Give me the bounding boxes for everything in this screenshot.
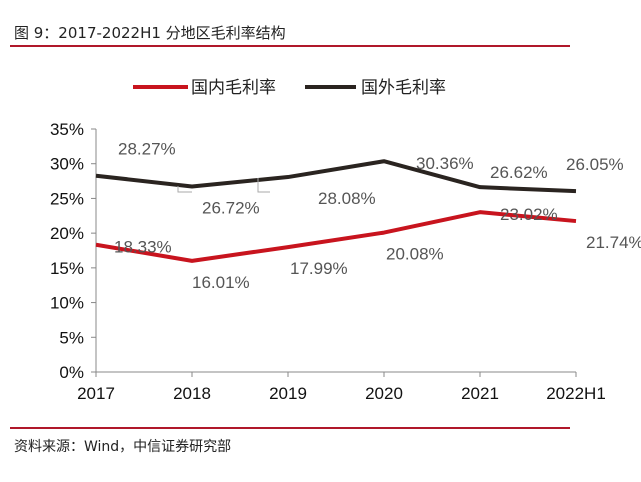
leader-line (177, 186, 192, 193)
data-label-overseas: 26.72% (202, 198, 260, 217)
label-leader-lines (177, 178, 270, 193)
y-tick-label: 25% (50, 189, 84, 208)
legend-label-overseas: 国外毛利率 (361, 78, 446, 97)
y-axis-ticks: 0% 5% 10% 15% 20% 25% 30% 35% (50, 120, 96, 382)
data-label-overseas: 28.27% (118, 140, 176, 159)
series-lines (95, 159, 577, 263)
data-label-domestic: 20.08% (386, 245, 444, 264)
y-tick-label: 10% (50, 294, 84, 313)
x-tick-label: 2022H1 (546, 384, 606, 403)
chart-legend: 国内毛利率 国外毛利率 (133, 78, 446, 97)
y-tick-label: 30% (50, 155, 84, 174)
x-tick-label: 2019 (269, 384, 307, 403)
x-tick-label: 2018 (173, 384, 211, 403)
data-label-overseas: 26.62% (490, 163, 548, 182)
data-label-domestic: 16.01% (192, 273, 250, 292)
x-axis-ticks: 2017 2018 2019 2020 2021 2022H1 (77, 372, 606, 403)
data-label-overseas: 28.08% (318, 189, 376, 208)
x-tick-label: 2021 (461, 384, 499, 403)
legend-label-domestic: 国内毛利率 (191, 78, 276, 97)
figure-title: 图 9：2017-2022H1 分地区毛利率结构 (14, 24, 286, 42)
data-labels: 18.33% 16.01% 17.99% 20.08% 23.02% 21.74% 28.2… (114, 140, 641, 292)
y-tick-label: 15% (50, 259, 84, 278)
series-line-domestic (95, 210, 577, 263)
x-tick-label: 2020 (365, 384, 403, 403)
y-tick-label: 0% (59, 363, 84, 382)
data-label-domestic: 17.99% (290, 259, 348, 278)
y-tick-label: 20% (50, 224, 84, 243)
data-label-overseas: 30.36% (416, 154, 474, 173)
data-label-domestic: 21.74% (586, 233, 641, 252)
title-rule (10, 45, 570, 47)
data-label-domestic: 18.33% (114, 238, 172, 257)
x-tick-label: 2017 (77, 384, 115, 403)
figure-source: 资料来源：Wind，中信证券研究部 (14, 439, 232, 455)
data-label-domestic: 23.02% (500, 205, 558, 224)
series-line-overseas (95, 159, 577, 194)
y-tick-label: 5% (59, 328, 84, 347)
data-label-overseas: 26.05% (566, 155, 624, 174)
source-rule (10, 427, 570, 429)
y-tick-label: 35% (50, 120, 84, 139)
leader-line (257, 178, 270, 193)
